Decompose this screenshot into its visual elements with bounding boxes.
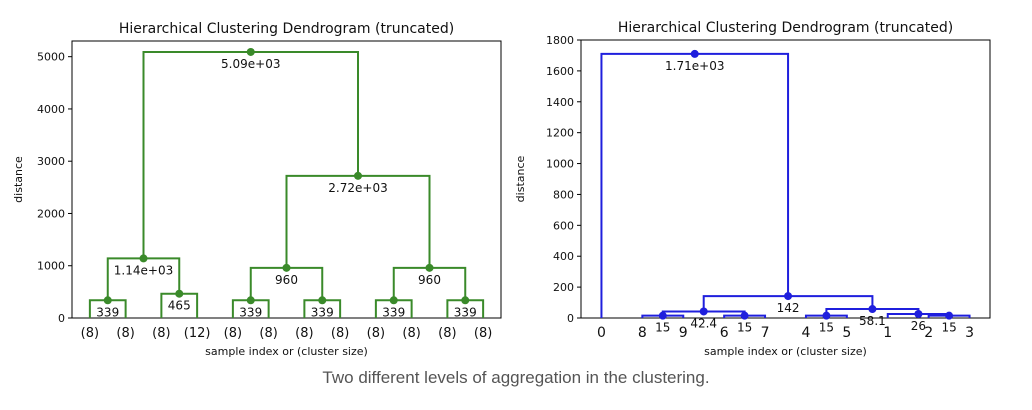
merge-node-marker — [354, 171, 362, 180]
merge-distance-label: 1.71e+03 — [665, 59, 724, 73]
y-tick-label: 800 — [553, 188, 574, 201]
x-leaf-label: (8) — [81, 326, 99, 341]
merge-distance-label: 339 — [454, 305, 477, 319]
x-leaf-label: (12) — [184, 326, 211, 341]
merge-distance-label: 5.09e+03 — [221, 57, 280, 71]
merge-distance-label: 15 — [819, 321, 834, 335]
y-tick-label: 1000 — [546, 158, 574, 171]
x-leaf-label: 4 — [801, 325, 810, 341]
merge-distance-label: 1.14e+03 — [114, 263, 173, 277]
y-tick-label: 3000 — [37, 155, 65, 168]
x-axis-label: sample index or (cluster size) — [704, 345, 867, 358]
right-dendrogram-chart: Hierarchical Clustering Dendrogram (trun… — [514, 20, 991, 358]
x-leaf-label: (8) — [152, 326, 170, 341]
y-axis-label: distance — [514, 155, 527, 202]
merge-distance-label: 15 — [655, 321, 670, 335]
merge-distance-label: 2.72e+03 — [328, 181, 387, 195]
x-leaf-label: 9 — [679, 325, 688, 341]
merge-distance-label: 960 — [275, 273, 298, 287]
y-tick-label: 5000 — [37, 51, 65, 64]
y-tick-label: 1400 — [546, 96, 574, 109]
merge-distance-label: 960 — [418, 273, 441, 287]
merge-distance-label: 15 — [737, 321, 752, 335]
x-leaf-label: 7 — [761, 325, 770, 341]
y-tick-label: 1200 — [546, 127, 574, 140]
y-tick-label: 600 — [553, 219, 574, 232]
plot-frame — [71, 40, 502, 319]
x-leaf-label: (8) — [259, 326, 277, 341]
x-leaf-label: 8 — [638, 325, 647, 341]
dendrogram-link — [600, 52, 790, 318]
x-leaf-label: (8) — [402, 326, 420, 341]
left-dendrogram-chart: Hierarchical Clustering Dendrogram (trun… — [12, 21, 502, 358]
y-tick-label: 0 — [58, 312, 65, 325]
merge-node-marker — [139, 254, 148, 263]
y-tick-label: 1800 — [546, 34, 574, 47]
y-tick-label: 400 — [553, 250, 574, 263]
y-tick-label: 1600 — [546, 65, 574, 78]
merge-distance-label: 58.1 — [859, 314, 886, 328]
plot-frame — [580, 39, 991, 319]
dendrogram-link — [142, 50, 359, 259]
x-leaf-label: 3 — [965, 325, 974, 341]
y-tick-label: 0 — [567, 312, 574, 325]
x-leaf-label: (8) — [474, 326, 492, 341]
merge-node-marker — [868, 305, 877, 314]
x-leaf-label: 2 — [924, 325, 933, 341]
merge-distance-label: 15 — [941, 321, 956, 335]
x-leaf-label: (8) — [295, 326, 313, 341]
merge-distance-label: 465 — [168, 299, 191, 313]
x-leaf-label: 6 — [720, 325, 729, 341]
merge-node-marker — [784, 292, 793, 301]
merge-node-marker — [699, 307, 708, 316]
x-axis-label: sample index or (cluster size) — [205, 345, 368, 358]
x-leaf-label: (8) — [116, 326, 134, 341]
y-tick-label: 1000 — [37, 260, 65, 273]
x-leaf-label: (8) — [224, 326, 242, 341]
y-tick-label: 2000 — [37, 207, 65, 220]
x-leaf-label: (8) — [331, 326, 349, 341]
merge-node-marker — [246, 47, 255, 56]
merge-distance-label: 339 — [382, 305, 405, 319]
merge-distance-label: 339 — [311, 305, 334, 319]
y-axis-label: distance — [12, 156, 25, 203]
x-leaf-label: (8) — [367, 326, 385, 341]
chart-title: Hierarchical Clustering Dendrogram (trun… — [119, 21, 454, 37]
merge-distance-label: 339 — [96, 305, 119, 319]
x-leaf-label: 0 — [597, 325, 606, 341]
chart-title: Hierarchical Clustering Dendrogram (trun… — [618, 20, 953, 36]
merge-distance-label: 142 — [777, 301, 800, 315]
x-leaf-label: (8) — [438, 326, 456, 341]
x-leaf-label: 5 — [842, 325, 851, 341]
y-tick-label: 200 — [553, 281, 574, 294]
merge-distance-label: 339 — [239, 305, 262, 319]
y-tick-label: 4000 — [37, 103, 65, 116]
merge-distance-label: 26 — [911, 319, 926, 333]
x-leaf-label: 1 — [883, 325, 892, 341]
merge-distance-label: 42.4 — [690, 316, 717, 330]
figure-caption: Two different levels of aggregation in t… — [322, 368, 710, 387]
merge-node-marker — [690, 49, 699, 58]
